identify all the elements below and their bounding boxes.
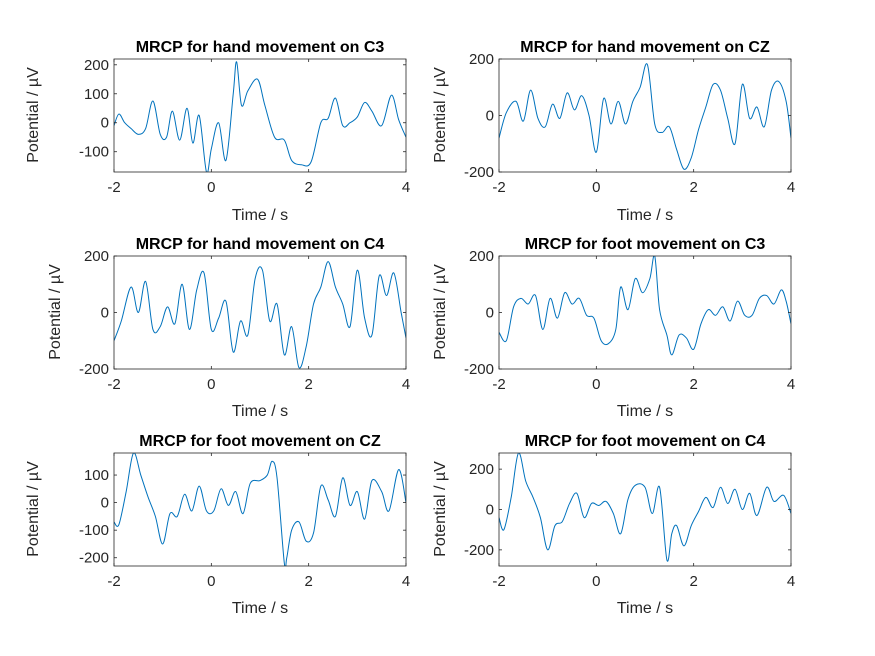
subplot-title: MRCP for foot movement on C3 xyxy=(525,236,766,253)
y-tick-label: 200 xyxy=(84,57,109,74)
y-tick-label: -200 xyxy=(79,550,109,567)
subplot-foot-c4: MRCP for foot movement on C4 Time / s Po… xyxy=(432,433,795,617)
y-tick-label: 100 xyxy=(84,86,109,103)
series-line xyxy=(114,261,406,369)
series-line xyxy=(114,453,406,566)
subplot-title: MRCP for hand movement on C4 xyxy=(136,236,385,253)
x-tick-label: -2 xyxy=(492,179,505,196)
x-tick-label: 0 xyxy=(207,376,215,393)
x-tick-label: 0 xyxy=(592,573,600,590)
subplot-title: MRCP for hand movement on CZ xyxy=(520,39,770,56)
y-tick-label: -200 xyxy=(464,164,494,181)
x-tick-label: 0 xyxy=(592,376,600,393)
subplot-title: MRCP for foot movement on C4 xyxy=(525,433,766,450)
series-line xyxy=(499,256,791,356)
y-tick-label: 0 xyxy=(101,115,109,132)
x-tick-label: 2 xyxy=(304,573,312,590)
x-tick-label: 2 xyxy=(304,179,312,196)
y-tick-label: -200 xyxy=(464,361,494,378)
x-tick-label: 2 xyxy=(689,376,697,393)
x-axis-label: Time / s xyxy=(232,600,288,617)
x-tick-label: -2 xyxy=(492,376,505,393)
y-tick-label: 0 xyxy=(101,305,109,322)
y-axis-label: Potential / µV xyxy=(47,264,64,360)
subplot-title: MRCP for hand movement on C3 xyxy=(136,39,385,56)
y-tick-label: -200 xyxy=(464,542,494,559)
y-tick-label: -200 xyxy=(79,361,109,378)
x-tick-label: 0 xyxy=(207,179,215,196)
y-tick-label: -100 xyxy=(79,144,109,161)
subplot-foot-c3: MRCP for foot movement on C3 Time / s Po… xyxy=(432,236,795,420)
x-tick-label: -2 xyxy=(107,573,120,590)
y-tick-label: 200 xyxy=(469,248,494,265)
y-tick-label: 200 xyxy=(84,248,109,265)
x-tick-label: 2 xyxy=(689,179,697,196)
y-axis-label: Potential / µV xyxy=(432,67,449,163)
x-tick-label: 4 xyxy=(402,376,410,393)
x-axis-label: Time / s xyxy=(617,403,673,420)
series-line xyxy=(114,61,406,172)
y-tick-label: 0 xyxy=(486,502,494,519)
series-line xyxy=(499,63,791,170)
x-tick-label: 4 xyxy=(787,376,795,393)
x-tick-label: 4 xyxy=(787,179,795,196)
x-tick-label: 4 xyxy=(787,573,795,590)
y-tick-label: 0 xyxy=(486,305,494,322)
x-tick-label: -2 xyxy=(492,573,505,590)
x-tick-label: 0 xyxy=(207,573,215,590)
x-axis-label: Time / s xyxy=(617,600,673,617)
x-tick-label: -2 xyxy=(107,376,120,393)
axes-box xyxy=(113,58,407,173)
x-tick-label: 0 xyxy=(592,179,600,196)
y-axis-label: Potential / µV xyxy=(25,67,42,163)
y-tick-label: 100 xyxy=(84,467,109,484)
subplot-hand-c3: MRCP for hand movement on C3 Time / s Po… xyxy=(25,39,410,224)
y-tick-label: 0 xyxy=(101,495,109,512)
subplot-hand-c4: MRCP for hand movement on C4 Time / s Po… xyxy=(47,236,410,420)
x-axis-label: Time / s xyxy=(232,403,288,420)
y-tick-label: 200 xyxy=(469,461,494,478)
x-tick-label: 2 xyxy=(689,573,697,590)
y-axis-label: Potential / µV xyxy=(432,461,449,557)
x-axis-label: Time / s xyxy=(232,207,288,224)
subplot-foot-cz: MRCP for foot movement on CZ Time / s Po… xyxy=(25,433,410,617)
subplot-title: MRCP for foot movement on CZ xyxy=(139,433,381,450)
x-tick-label: 4 xyxy=(402,573,410,590)
y-axis-label: Potential / µV xyxy=(25,461,42,557)
y-tick-label: -100 xyxy=(79,522,109,539)
y-tick-label: 0 xyxy=(486,108,494,125)
axes-box xyxy=(113,452,407,567)
subplot-hand-cz: MRCP for hand movement on CZ Time / s Po… xyxy=(432,39,795,224)
x-tick-label: 4 xyxy=(402,179,410,196)
y-axis-label: Potential / µV xyxy=(432,264,449,360)
x-axis-label: Time / s xyxy=(617,207,673,224)
x-tick-label: -2 xyxy=(107,179,120,196)
x-tick-label: 2 xyxy=(304,376,312,393)
series-line xyxy=(499,453,791,562)
y-tick-label: 200 xyxy=(469,51,494,68)
